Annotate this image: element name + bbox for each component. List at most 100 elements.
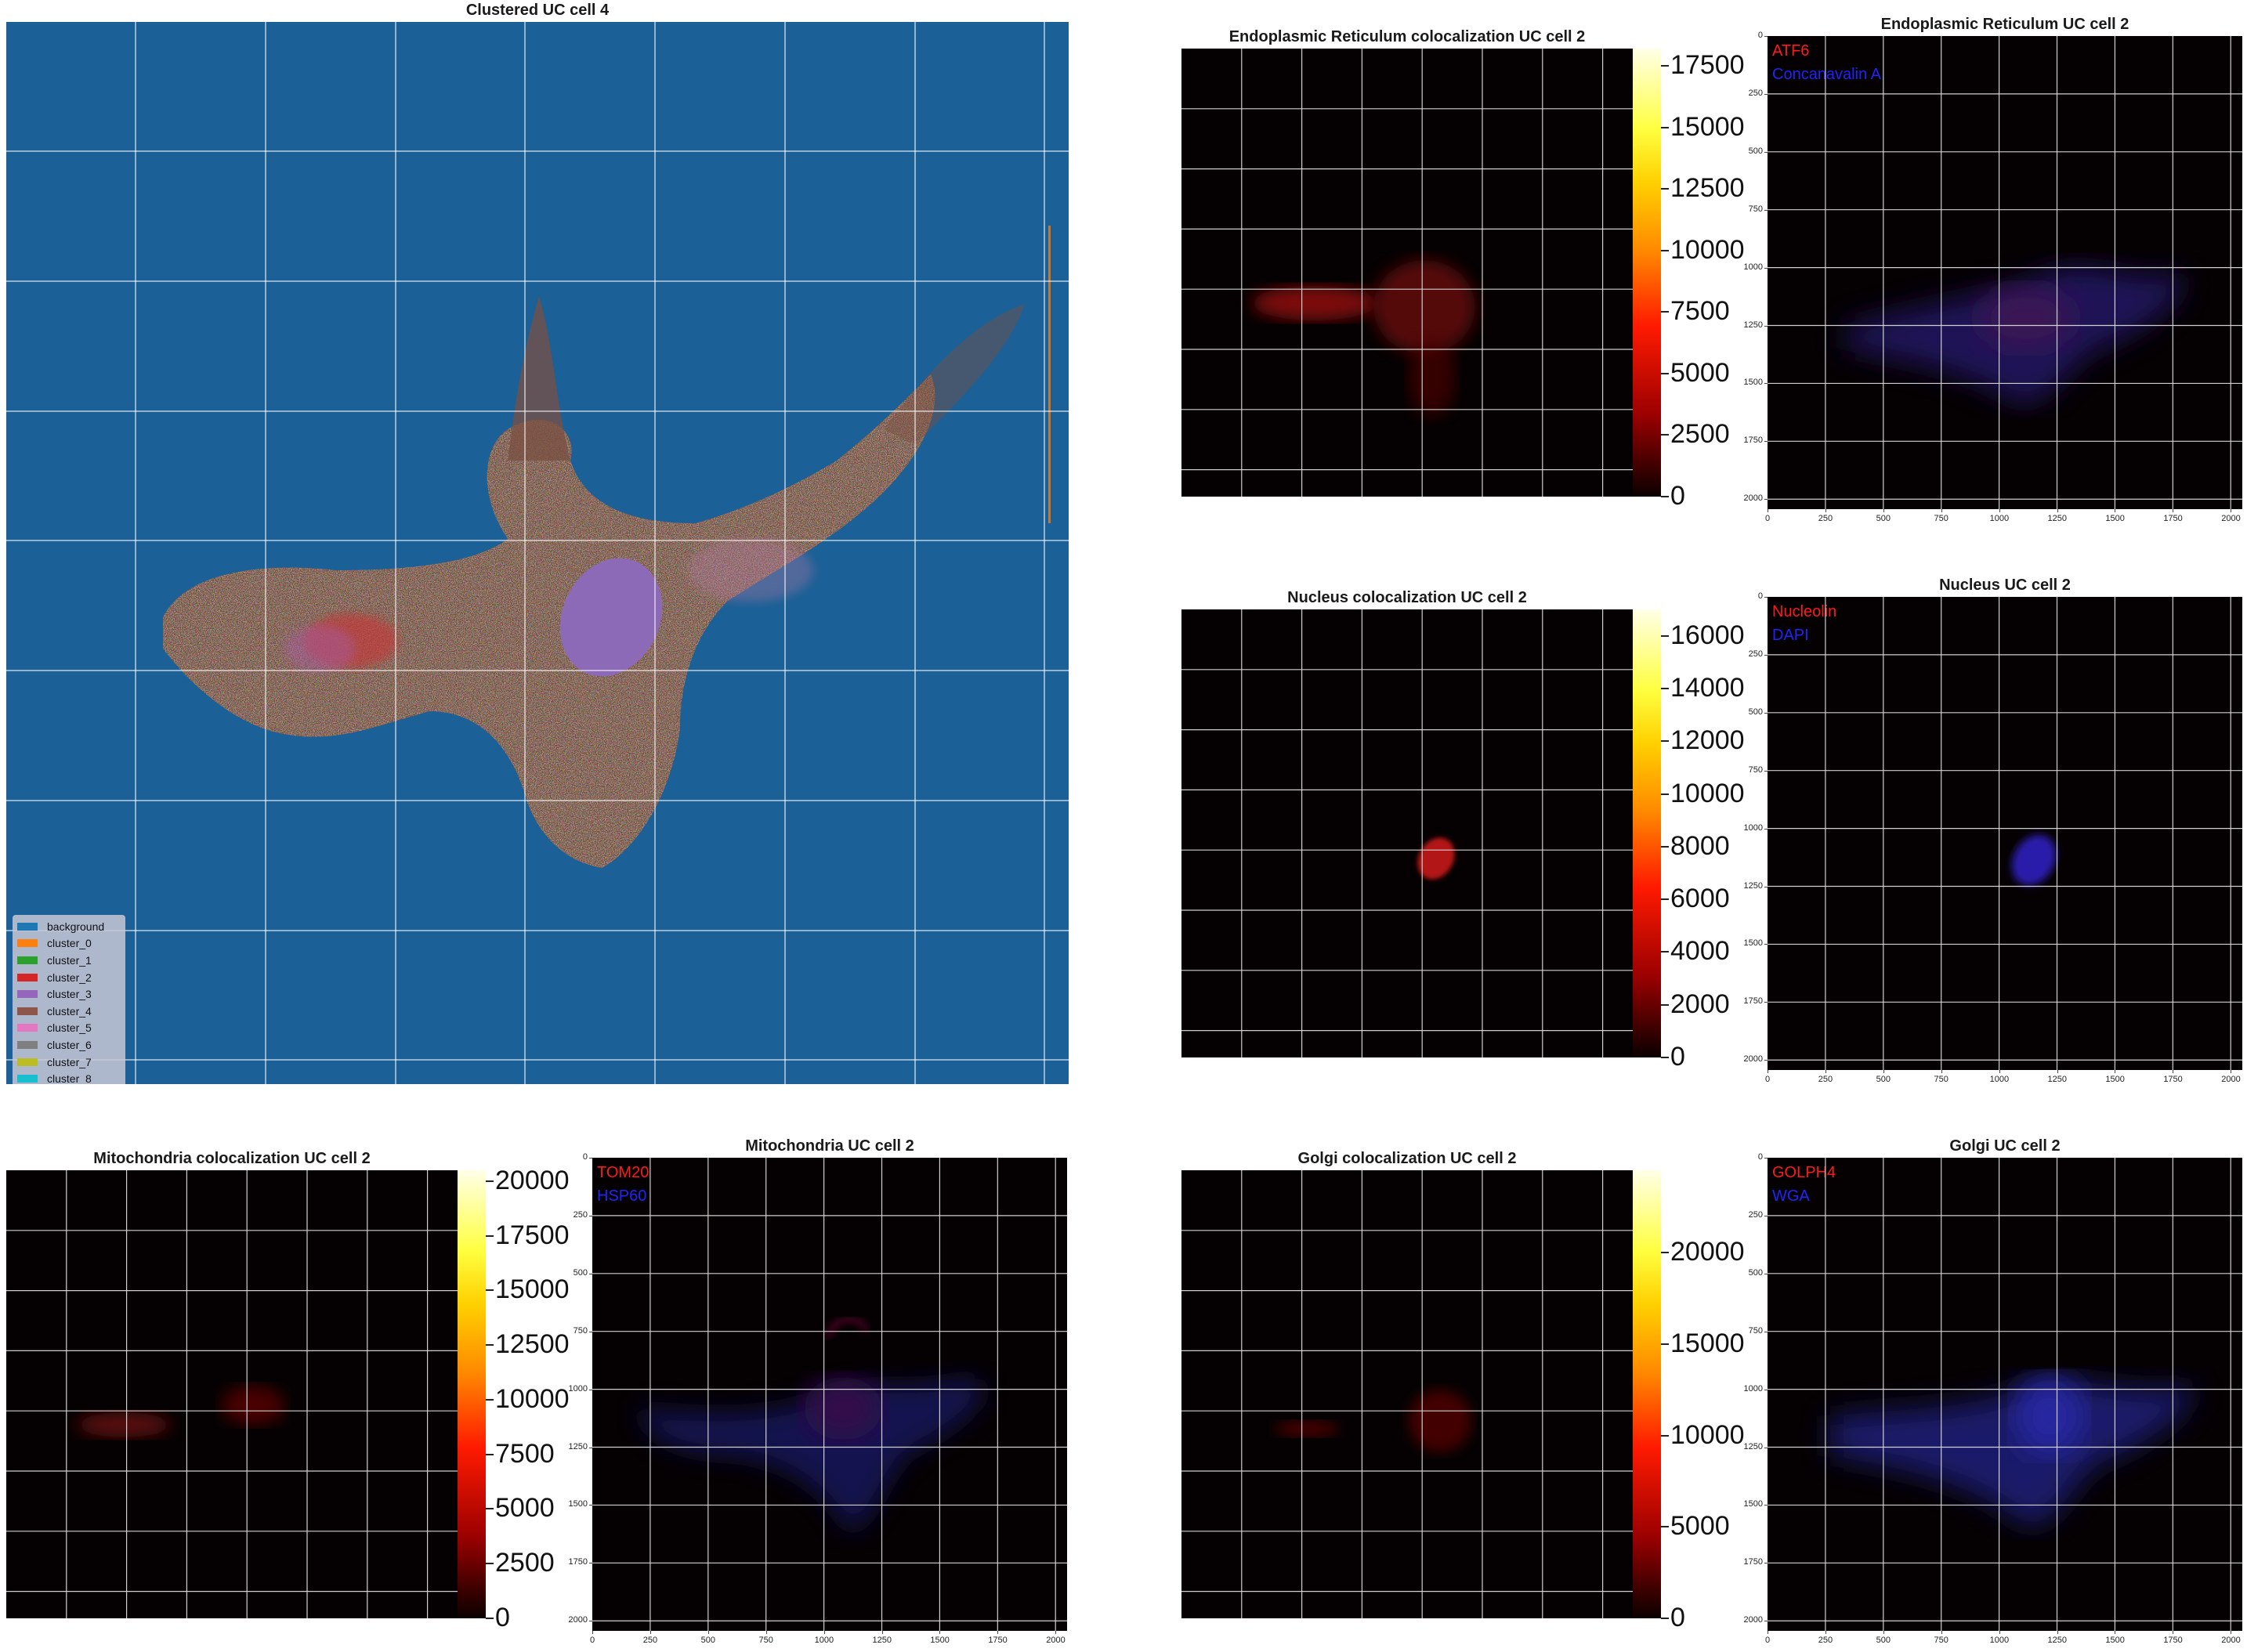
colorbar-tick-mark [1661,311,1669,313]
legend-swatch [17,922,38,931]
x-tick-label: 500 [1876,1636,1891,1645]
x-tick-label: 500 [700,1636,715,1645]
golgi-image-title: Golgi UC cell 2 [1949,1137,2061,1155]
grid-lines [1768,597,2242,1070]
y-tick-label: 1500 [1743,1499,1763,1509]
x-tick-label: 1500 [2105,1075,2125,1084]
er-channel-blue-label: Concanavalin A [1772,66,1881,83]
y-tick-label: 750 [573,1325,588,1336]
x-tick-mark [1825,509,1826,512]
colorbar-tick-label: 15000 [495,1274,570,1305]
x-tick-label: 250 [1818,1636,1833,1645]
y-tick-mark [1764,383,1768,385]
colorbar-tick-label: 2000 [1670,989,1730,1019]
colorbar-tick-mark [1661,188,1669,190]
y-tick-mark [1764,499,1768,501]
legend-entry: cluster_8 [17,1070,121,1084]
x-tick-mark [592,1631,593,1634]
grid-lines [6,22,1069,1084]
colorbar-tick-label: 0 [1670,1042,1685,1072]
y-tick-label: 1500 [1743,378,1763,388]
y-tick-label: 750 [1748,204,1763,214]
colorbar-tick-mark [486,1453,494,1455]
legend-label: cluster_7 [47,1055,92,1068]
colorbar-tick-mark [486,1289,494,1292]
legend-swatch [17,973,38,981]
legend-entry: cluster_0 [17,935,121,953]
grid-lines [592,1158,1067,1631]
colorbar-tick-mark [1661,687,1669,689]
y-tick-label: 250 [573,1209,588,1220]
x-tick-mark [1999,1631,2000,1634]
colorbar-tick-mark [1661,1252,1669,1254]
x-tick-label: 2000 [2221,514,2241,523]
y-tick-label: 2000 [568,1615,588,1625]
colorbar-tick-label: 20000 [1670,1237,1745,1267]
y-tick-label: 750 [1748,765,1763,775]
mito-colorbar: 0 2500 5000 7500 10000 12500 15000 17500 20000 [458,1166,570,1632]
y-tick-label: 1750 [1743,436,1763,446]
mito-channel-blue-label: HSP60 [597,1187,647,1205]
legend-swatch [17,1007,38,1015]
legend-label: cluster_0 [47,937,92,950]
y-tick-label: 500 [573,1267,588,1278]
legend-label: cluster_4 [47,1004,92,1018]
legend-swatch [17,939,38,948]
legend-swatch [17,1024,38,1032]
mito-coloc-title: Mitochondria colocalization UC cell 2 [93,1150,371,1167]
colorbar-tick-mark [1661,434,1669,436]
colorbar-tick-mark [1661,1343,1669,1345]
y-tick-mark [1764,1060,1768,1061]
y-tick-label: 1750 [568,1557,588,1567]
x-tick-label: 1250 [2047,1075,2067,1084]
y-tick-label: 1250 [1743,320,1763,330]
x-tick-mark [1941,1631,1942,1634]
y-tick-label: 0 [582,1152,588,1162]
legend-swatch [17,1040,38,1049]
y-tick-mark [1764,1505,1768,1506]
y-tick-label: 0 [1757,1152,1763,1162]
golgi-channel-red-label: GOLPH4 [1772,1164,1836,1181]
colorbar-tick-label: 20000 [495,1165,570,1195]
x-tick-label: 0 [1764,1075,1771,1084]
nucleus-coloc-title: Nucleus colocalization UC cell 2 [1287,589,1527,606]
y-tick-mark [1764,654,1768,656]
colorbar-tick-mark [486,1180,494,1182]
x-tick-label: 1750 [2163,1075,2183,1084]
x-tick-label: 2000 [1046,1636,1066,1645]
colorbar-tick-label: 5000 [495,1493,555,1524]
legend-label: background [47,920,105,933]
colorbar-tick-mark [486,1344,494,1347]
nucleus-image: Nucleolin DAPI [1768,597,2242,1070]
colorbar-tick-mark [1661,1057,1669,1058]
y-tick-label: 1000 [1743,262,1763,272]
y-tick-label: 2000 [1743,1615,1763,1625]
x-tick-mark [707,1631,709,1634]
legend-label: cluster_3 [47,988,92,1001]
x-tick-mark [1883,1070,1884,1073]
y-tick-mark [1764,209,1768,211]
x-tick-label: 750 [1934,1075,1948,1084]
colorbar-tick-mark [1661,951,1669,953]
edge-streak [1048,226,1051,523]
colorbar-tick-label: 10000 [1670,234,1745,265]
legend-swatch [17,990,38,999]
colorbar-tick-mark [1661,1526,1669,1528]
y-tick-label: 1250 [1743,880,1763,891]
grid-lines [6,1170,458,1618]
x-tick-mark [1999,509,2000,512]
colorbar-tick-mark [1661,740,1669,743]
y-tick-mark [1764,1158,1768,1159]
y-tick-mark [1764,151,1768,153]
golgi-image: GOLPH4 WGA [1768,1158,2242,1631]
x-tick-mark [997,1631,999,1634]
x-tick-label: 1000 [1989,1075,2010,1084]
mito-channel-red-label: TOM20 [597,1164,649,1181]
x-tick-label: 1500 [2105,514,2125,523]
x-tick-mark [1055,1631,1057,1634]
x-tick-mark [881,1631,883,1634]
er-coloc-image [1181,49,1633,497]
y-tick-label: 1250 [1743,1441,1763,1451]
colorbar-tick-label: 2500 [1670,419,1730,450]
cluster-legend: background cluster_0 cluster_1 cluster_2 clu… [13,915,125,1084]
